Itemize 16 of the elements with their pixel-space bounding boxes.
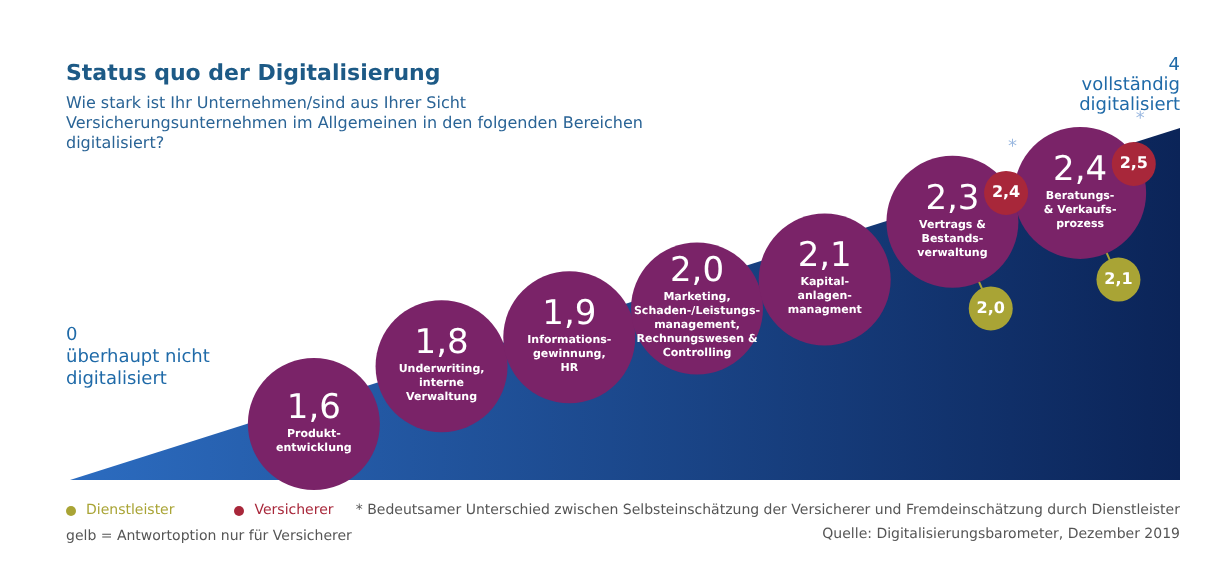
data-label: 2,3 bbox=[925, 178, 980, 219]
data-label: 2,1 bbox=[797, 236, 852, 277]
data-label: 1,9 bbox=[542, 294, 597, 335]
data-label: 2,4 bbox=[1053, 149, 1108, 190]
text: * bbox=[1007, 138, 1017, 159]
data-label: 2,0 bbox=[669, 251, 725, 292]
data-label: 1,6 bbox=[286, 387, 341, 428]
text: * bbox=[1135, 109, 1145, 130]
text: Status quo der Digitalisierung bbox=[66, 60, 441, 86]
data-label: 2,1 bbox=[1104, 269, 1134, 288]
text: Wie stark ist Ihr Unternehmen/sind aus Ihrer Sicht Versicherungsunternehmen im Allgemeinen in den folgenden Bereichen digitalisiert? bbox=[66, 94, 645, 154]
data-label: 2,5 bbox=[1119, 154, 1149, 173]
data-label: 2,0 bbox=[976, 298, 1006, 317]
data-label: 1,8 bbox=[414, 323, 469, 364]
text: 0 überhaupt nicht digitalisiert bbox=[66, 326, 210, 392]
data-label: 2,4 bbox=[991, 183, 1022, 202]
